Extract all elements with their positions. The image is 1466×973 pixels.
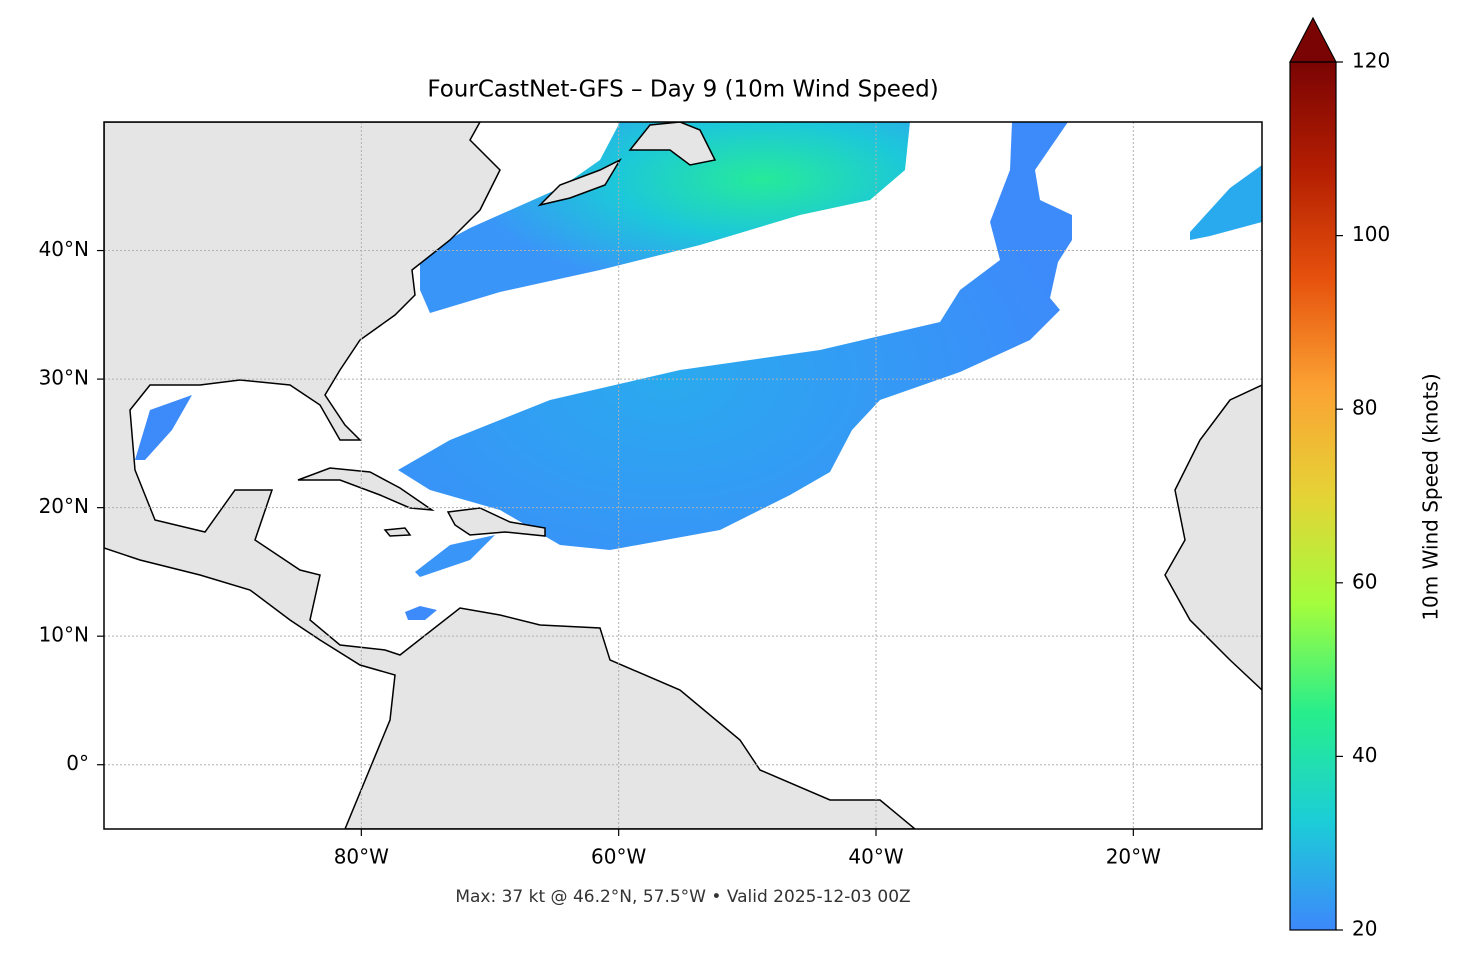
x-tick-label: 80°W (334, 845, 389, 869)
x-tick-label: 20°W (1106, 845, 1161, 869)
colorbar-frame (1289, 61, 1337, 931)
colorbar-tick-label: 120 (1352, 49, 1390, 73)
colorbar-label: 10m Wind Speed (knots) (1419, 373, 1443, 620)
colorbar-tick-label: 60 (1352, 569, 1377, 593)
x-tick-label: 60°W (591, 845, 646, 869)
colorbar (1290, 62, 1336, 930)
land-africa (1164, 384, 1262, 692)
land-cuba (297, 467, 435, 512)
map-body (104, 122, 1262, 829)
colorbar-tick-label: 80 (1352, 396, 1377, 420)
wind-field (398, 122, 1072, 550)
map-title: FourCastNet-GFS – Day 9 (10m Wind Speed) (427, 77, 938, 103)
colorbar-tick-label: 20 (1352, 917, 1377, 941)
y-tick-label: 10°N (39, 623, 89, 647)
land-jamaica (383, 527, 412, 537)
x-tick-label: 40°W (848, 845, 903, 869)
colorbar-extend (1289, 16, 1337, 63)
wind-field (405, 606, 437, 620)
wind-field (1190, 165, 1262, 240)
land-newfoundland (628, 122, 717, 166)
colorbar-tick-label: 40 (1352, 743, 1377, 767)
land-hispaniola (446, 507, 546, 537)
land-americas (104, 122, 917, 829)
footer-note: Max: 37 kt @ 46.2°N, 57.5°W • Valid 2025… (455, 887, 910, 907)
map-frame (103, 121, 1263, 830)
land-maritimes (537, 158, 622, 207)
y-tick-label: 30°N (39, 366, 89, 390)
wind-field (415, 535, 495, 577)
y-tick-label: 20°N (39, 494, 89, 518)
y-tick-label: 0° (66, 751, 89, 775)
wind-field (135, 395, 192, 460)
wind-field (420, 122, 910, 313)
colorbar-tick-label: 100 (1352, 222, 1390, 246)
y-tick-label: 40°N (39, 237, 89, 261)
